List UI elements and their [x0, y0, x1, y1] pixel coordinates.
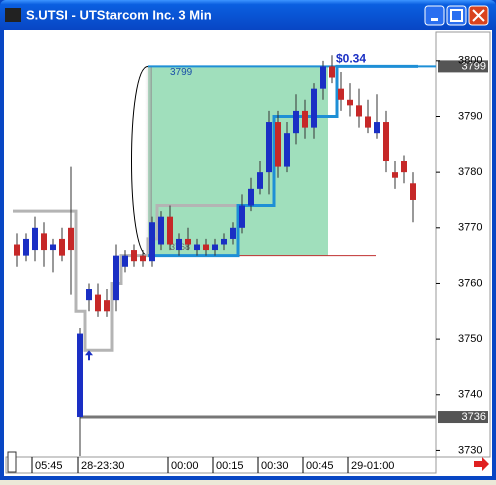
y-tick-label: 3780 [458, 166, 482, 178]
candle-body [86, 289, 92, 301]
x-tick-label: 29-01:00 [351, 460, 394, 472]
candle-body [122, 255, 128, 267]
x-tick-label: 00:15 [216, 460, 244, 472]
y-tick-label: 3750 [458, 333, 482, 345]
candle-body [248, 188, 254, 206]
candle-body [59, 238, 65, 256]
candle-body [176, 238, 182, 251]
candle-body [230, 227, 236, 239]
candle-body [392, 172, 398, 178]
x-tick-label: 00:30 [261, 460, 289, 472]
candle-body [95, 294, 101, 312]
candle-body [131, 250, 137, 262]
candle-body [149, 222, 155, 262]
candle-body [50, 244, 56, 251]
candle-body [140, 255, 146, 262]
candle-body [194, 244, 200, 251]
candle-body [356, 105, 362, 117]
title-bar [0, 0, 496, 30]
candle-body [212, 244, 218, 251]
price-marker-label: 3799 [462, 60, 486, 72]
candle-body [383, 122, 389, 162]
app-icon [5, 8, 21, 22]
candle-body [113, 255, 119, 301]
candle-body [68, 227, 74, 251]
buy-arrow [85, 350, 93, 361]
close-icon [472, 9, 485, 22]
candle-body [266, 122, 272, 173]
candle-body [203, 244, 209, 251]
price-marker-label: 3736 [462, 411, 486, 423]
candle-body [401, 161, 407, 173]
candle-body [284, 133, 290, 167]
candle-body [374, 122, 380, 134]
x-tick-label: 28-23:30 [81, 460, 124, 472]
candle-body [329, 66, 335, 78]
candle-body [275, 122, 281, 167]
candle-body [365, 116, 371, 128]
y-tick-label: 3730 [458, 444, 482, 456]
candle-body [257, 172, 263, 189]
candle-body [320, 66, 326, 89]
candle-body [185, 238, 191, 245]
y-tick-label: 3760 [458, 277, 482, 289]
candle-body [293, 110, 299, 134]
candle-body [410, 183, 416, 200]
candle-body [302, 110, 308, 128]
x-tick-label: 05:45 [35, 460, 63, 472]
time-axis [5, 456, 437, 474]
candle-body [41, 233, 47, 251]
x-tick-label: 00:00 [171, 460, 199, 472]
candle-body [338, 88, 344, 100]
candle-body [167, 216, 173, 245]
window-title: S.UTSI - UTStarcom Inc. 3 Min [26, 7, 212, 22]
candle-body [104, 300, 110, 312]
scroll-handle[interactable] [7, 451, 17, 473]
maximize-icon [450, 9, 463, 22]
price-marker-box [438, 411, 488, 424]
candle-body [77, 333, 83, 418]
y-tick-label: 3800 [458, 55, 482, 67]
candle-body [23, 238, 29, 256]
minimize-button[interactable] [424, 5, 445, 26]
y-tick-label: 3740 [458, 389, 482, 401]
candle-body [347, 99, 353, 106]
y-tick-label: 3790 [458, 110, 482, 122]
maximize-button[interactable] [446, 5, 467, 26]
minimize-icon [431, 18, 438, 21]
zone-shade [144, 66, 152, 256]
price-axis [435, 31, 491, 458]
candle-body [311, 88, 317, 128]
x-tick-label: 00:45 [306, 460, 334, 472]
candle-body [221, 238, 227, 245]
candle-body [158, 216, 164, 245]
scroll-right-arrow[interactable] [474, 457, 489, 471]
y-tick-label: 3770 [458, 222, 482, 234]
zone-high-label: 3799 [170, 67, 193, 78]
zone-curve [131, 65, 149, 257]
candle-body [239, 205, 245, 228]
profit-label: $0.34 [336, 52, 366, 66]
candle-body [32, 227, 38, 251]
price-marker-box [438, 60, 488, 73]
candle-body [14, 244, 20, 256]
